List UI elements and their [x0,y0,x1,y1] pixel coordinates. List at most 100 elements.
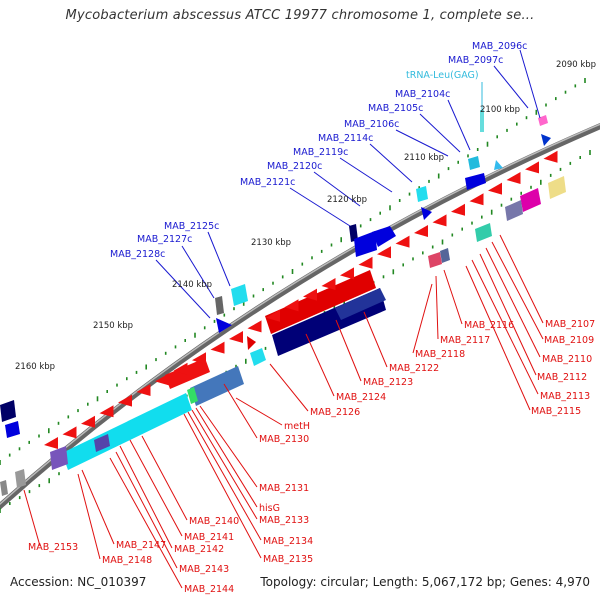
gene-mab-2128c[interactable] [216,318,232,333]
reverse-gene-arrow[interactable] [451,203,465,216]
reverse-gene-arrow[interactable] [469,193,484,206]
reverse-gene-arrow[interactable] [525,161,539,174]
gene-mab-2121c[interactable] [354,231,377,257]
gene-far-left-1[interactable] [0,400,16,422]
gene-mab-2105c[interactable] [468,156,480,170]
reverse-gene-arrow[interactable] [377,246,391,259]
gene-mab-2122-fwd[interactable] [265,270,376,334]
gene-label[interactable]: hisG [259,503,280,514]
gene-label[interactable]: MAB_2126 [310,407,360,418]
gene-label[interactable]: MAB_2125c [164,221,219,232]
gene-trna-leu[interactable] [480,110,484,132]
gene-mab-2140-block[interactable] [62,393,192,470]
gene-left-gray[interactable] [15,469,26,488]
gene-mab-2131[interactable] [190,366,244,406]
gene-label[interactable]: MAB_2109 [544,335,594,346]
gene-mab-2112[interactable] [475,223,492,242]
reverse-gene-arrow[interactable] [62,426,77,439]
gene-label[interactable]: MAB_2096c [472,41,527,52]
reverse-gene-arrow[interactable] [488,182,502,195]
gene-label[interactable]: metH [284,421,310,432]
reverse-gene-arrow[interactable] [44,437,58,449]
reverse-gene-arrow[interactable] [358,256,373,269]
reverse-gene-arrow[interactable] [99,405,114,418]
gene-label[interactable]: MAB_2135 [263,554,313,565]
reverse-gene-arrow[interactable] [432,214,447,227]
gene-label[interactable]: MAB_2133 [259,515,309,526]
gene-far-left-2[interactable] [5,421,20,438]
gene-mab-2126[interactable] [247,336,256,350]
gene-label[interactable]: MAB_2115 [531,406,581,417]
gene-mab-2106c[interactable] [465,173,486,190]
gene-label[interactable]: MAB_2148 [102,555,152,566]
gene-mab-2109[interactable] [520,188,541,212]
reverse-gene-arrow[interactable] [118,394,132,407]
reverse-gene-arrow[interactable] [284,299,299,312]
gene-label[interactable]: MAB_2104c [395,89,450,100]
gene-label[interactable]: MAB_2119c [293,147,348,158]
reverse-gene-arrow[interactable] [414,225,428,237]
reverse-gene-arrow[interactable] [210,341,225,354]
gene-mab-2147[interactable] [94,434,110,452]
gene-mab-2121c-b[interactable] [372,226,396,247]
gene-label[interactable]: MAB_2144 [184,584,234,595]
gene-mab-2125c[interactable] [231,284,248,306]
gene-label[interactable]: MAB_2120c [267,161,322,172]
trna-label[interactable]: tRNA-Leu(GAG) [406,70,479,81]
reverse-gene-arrow[interactable] [229,331,243,343]
gene-mab-2127c[interactable] [215,296,224,315]
gene-label[interactable]: MAB_2122 [389,363,439,374]
gene-label[interactable]: MAB_2113 [540,391,590,402]
reverse-gene-arrow[interactable] [506,172,521,184]
reverse-gene-arrow[interactable] [192,352,206,365]
reverse-gene-arrow[interactable] [321,278,336,290]
gene-label[interactable]: MAB_2141 [184,532,234,543]
gene-label[interactable]: MAB_2153 [28,542,78,553]
reverse-gene-arrow[interactable] [395,235,410,248]
gene-label[interactable]: MAB_2116 [464,320,514,331]
gene-label[interactable]: MAB_2142 [174,544,224,555]
gene-mab-2114c[interactable] [416,186,428,202]
gene-label[interactable]: MAB_2107 [545,319,595,330]
reverse-gene-cluster[interactable] [0,176,566,496]
gene-hisg[interactable] [187,387,198,404]
gene-label[interactable]: MAB_2127c [137,234,192,245]
gene-label[interactable]: MAB_2147 [116,540,166,551]
reverse-gene-arrow[interactable] [136,384,151,396]
forward-gene-cluster[interactable] [0,110,551,438]
gene-mab-2116[interactable] [440,248,450,263]
reverse-gene-arrow[interactable] [340,267,354,280]
reverse-gene-arrow[interactable] [543,150,558,163]
reverse-gene-arrow[interactable] [303,288,317,301]
reverse-gene-arrow[interactable] [247,320,262,333]
gene-label[interactable]: MAB_2110 [542,354,592,365]
gene-mab-2153[interactable] [50,446,68,470]
gene-label[interactable]: MAB_2140 [189,516,239,527]
gene-mab-2104c[interactable] [494,160,503,170]
gene-label[interactable]: MAB_2124 [336,392,386,403]
reverse-gene-arrow[interactable] [81,415,95,428]
reverse-gene-arrow[interactable] [173,362,188,375]
gene-label[interactable]: MAB_2112 [537,372,587,383]
gene-label[interactable]: MAB_2128c [110,249,165,260]
gene-mab-2110[interactable] [505,200,523,221]
gene-label[interactable]: MAB_2105c [368,103,423,114]
gene-label[interactable]: MAB_2117 [440,335,490,346]
reverse-gene-arrow[interactable] [266,309,280,322]
gene-label[interactable]: MAB_2097c [448,55,503,66]
gene-label[interactable]: MAB_2130 [259,434,309,445]
gene-label[interactable]: MAB_2143 [179,564,229,575]
gene-label[interactable]: MAB_2123 [363,377,413,388]
gene-mab-2124[interactable] [335,288,386,320]
gene-label[interactable]: MAB_2118 [415,349,465,360]
gene-mab-2119c[interactable] [421,207,432,220]
gene-mab-2120c[interactable] [349,224,358,242]
reverse-gene-arrow[interactable] [155,373,169,386]
gene-label[interactable]: MAB_2131 [259,483,309,494]
gene-mab-2097c[interactable] [541,134,551,146]
gene-mab-2096c[interactable] [538,115,548,126]
gene-mab-2118[interactable] [428,252,442,268]
gene-meth[interactable] [250,348,266,366]
gene-mab-2107[interactable] [548,176,566,199]
